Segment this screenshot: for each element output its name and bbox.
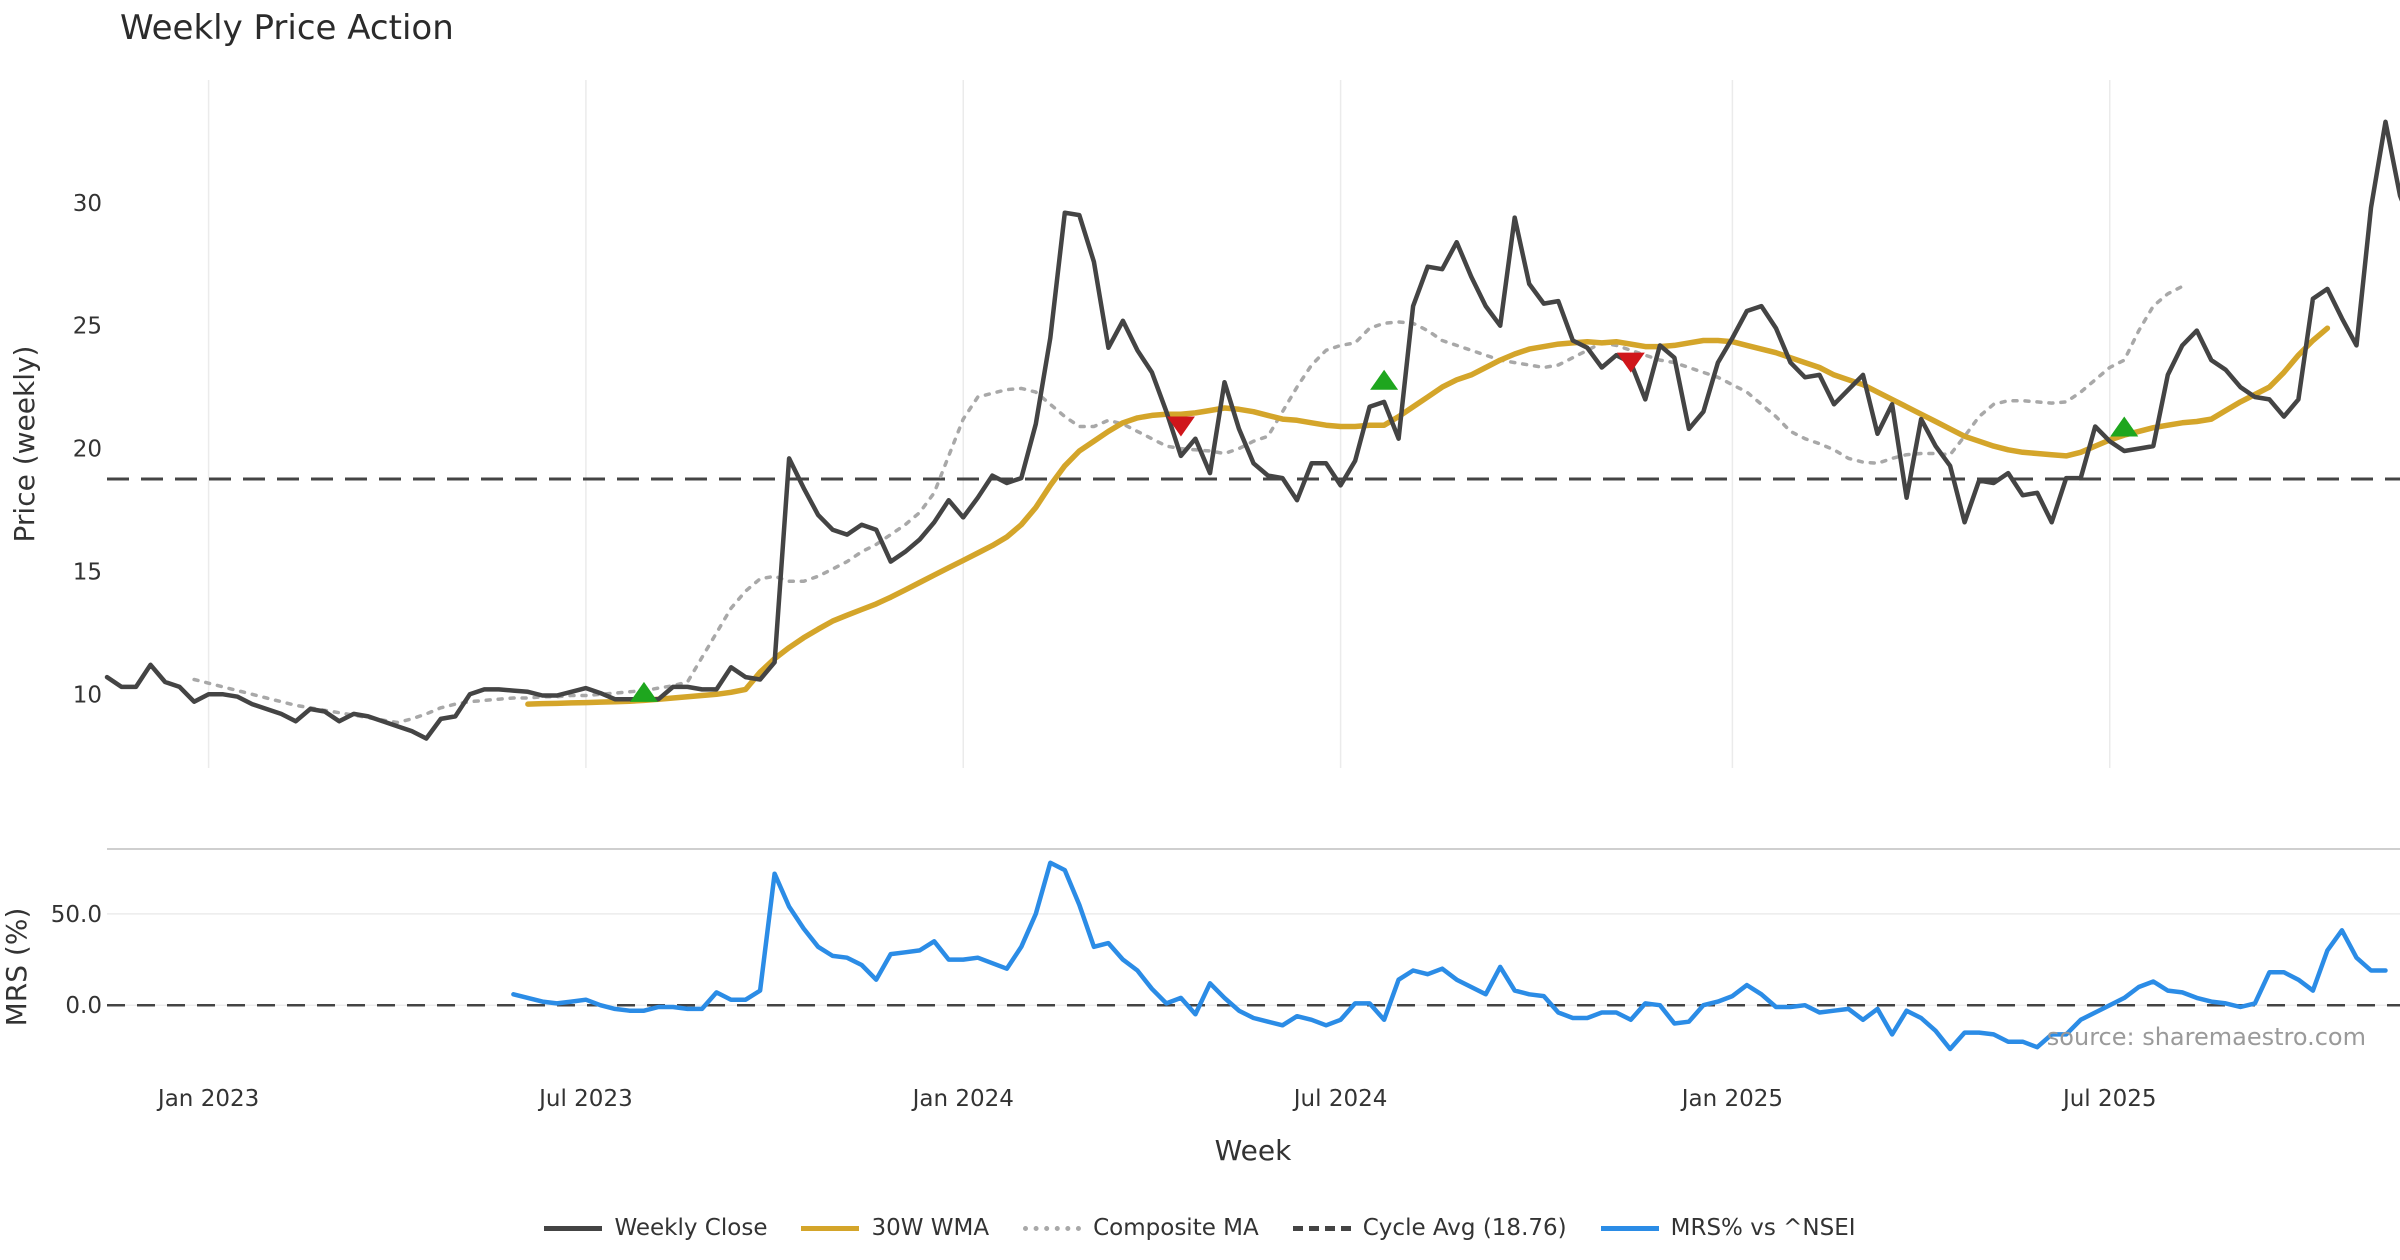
price-y-tick-label: 15: [73, 559, 102, 585]
legend-item: MRS% vs ^NSEI: [1600, 1215, 1856, 1241]
chart-svg: 10 15 20 25 30 0.0 50.0 Price (weekly) MRS (%) Ja…: [0, 80, 2400, 1167]
30w-wma-line: [525, 325, 2331, 707]
legend-label: Cycle Avg (18.76): [1362, 1215, 1567, 1241]
mrs-y-tick-label: 0.0: [65, 993, 102, 1019]
mrs-y-tick-label: 50.0: [51, 902, 102, 928]
x-tick-label: Jan 2025: [1680, 1086, 1783, 1112]
x-tick-label: Jan 2023: [156, 1086, 259, 1112]
mrs-line: [511, 860, 2388, 1052]
legend-label: MRS% vs ^NSEI: [1670, 1215, 1856, 1241]
x-axis-label: Week: [1215, 1134, 1292, 1167]
source-annotation: source: sharemaestro.com: [2047, 1023, 2366, 1051]
legend-label: Composite MA: [1093, 1215, 1259, 1241]
legend-label: 30W WMA: [871, 1215, 990, 1241]
price-y-tick-label: 20: [73, 437, 102, 463]
chart-title: Weekly Price Action: [120, 8, 454, 48]
legend-swatch: [1023, 1225, 1082, 1231]
legend-swatch: [1600, 1225, 1659, 1231]
legend-label: Weekly Close: [614, 1215, 768, 1241]
price-y-tick-label: 30: [73, 191, 102, 217]
legend-item: Weekly Close: [544, 1215, 767, 1241]
x-tick-label: Jul 2023: [537, 1086, 633, 1112]
mrs-y-axis-label: MRS (%): [0, 908, 33, 1027]
x-tick-label: Jan 2024: [911, 1086, 1014, 1112]
x-tick-label: Jul 2025: [2061, 1086, 2157, 1112]
buy-marker: [2110, 416, 2139, 437]
composite-ma-line: [192, 284, 2185, 725]
price-y-tick-label: 25: [73, 314, 102, 340]
weekly-close-line: [104, 119, 2400, 741]
x-tick-label: Jul 2024: [1292, 1086, 1388, 1112]
buy-marker: [1370, 369, 1399, 390]
legend-item: Composite MA: [1023, 1215, 1259, 1241]
legend-swatch: [801, 1225, 860, 1231]
legend: Weekly Close 30W WMA Composite MA Cycle Avg…: [0, 1208, 2400, 1248]
sell-marker: [1166, 416, 1195, 437]
legend-swatch: [1292, 1225, 1351, 1231]
legend-item: 30W WMA: [801, 1215, 989, 1241]
sell-marker: [1616, 352, 1645, 373]
buy-marker: [629, 681, 658, 702]
price-y-tick-label: 10: [73, 682, 102, 708]
legend-item: Cycle Avg (18.76): [1292, 1215, 1567, 1241]
price-y-axis-label: Price (weekly): [8, 346, 41, 543]
legend-swatch: [544, 1225, 603, 1231]
